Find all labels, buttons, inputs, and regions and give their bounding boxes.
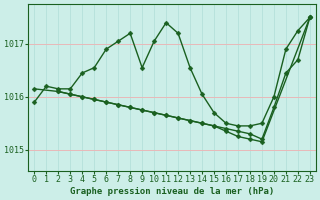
X-axis label: Graphe pression niveau de la mer (hPa): Graphe pression niveau de la mer (hPa) [70,187,274,196]
